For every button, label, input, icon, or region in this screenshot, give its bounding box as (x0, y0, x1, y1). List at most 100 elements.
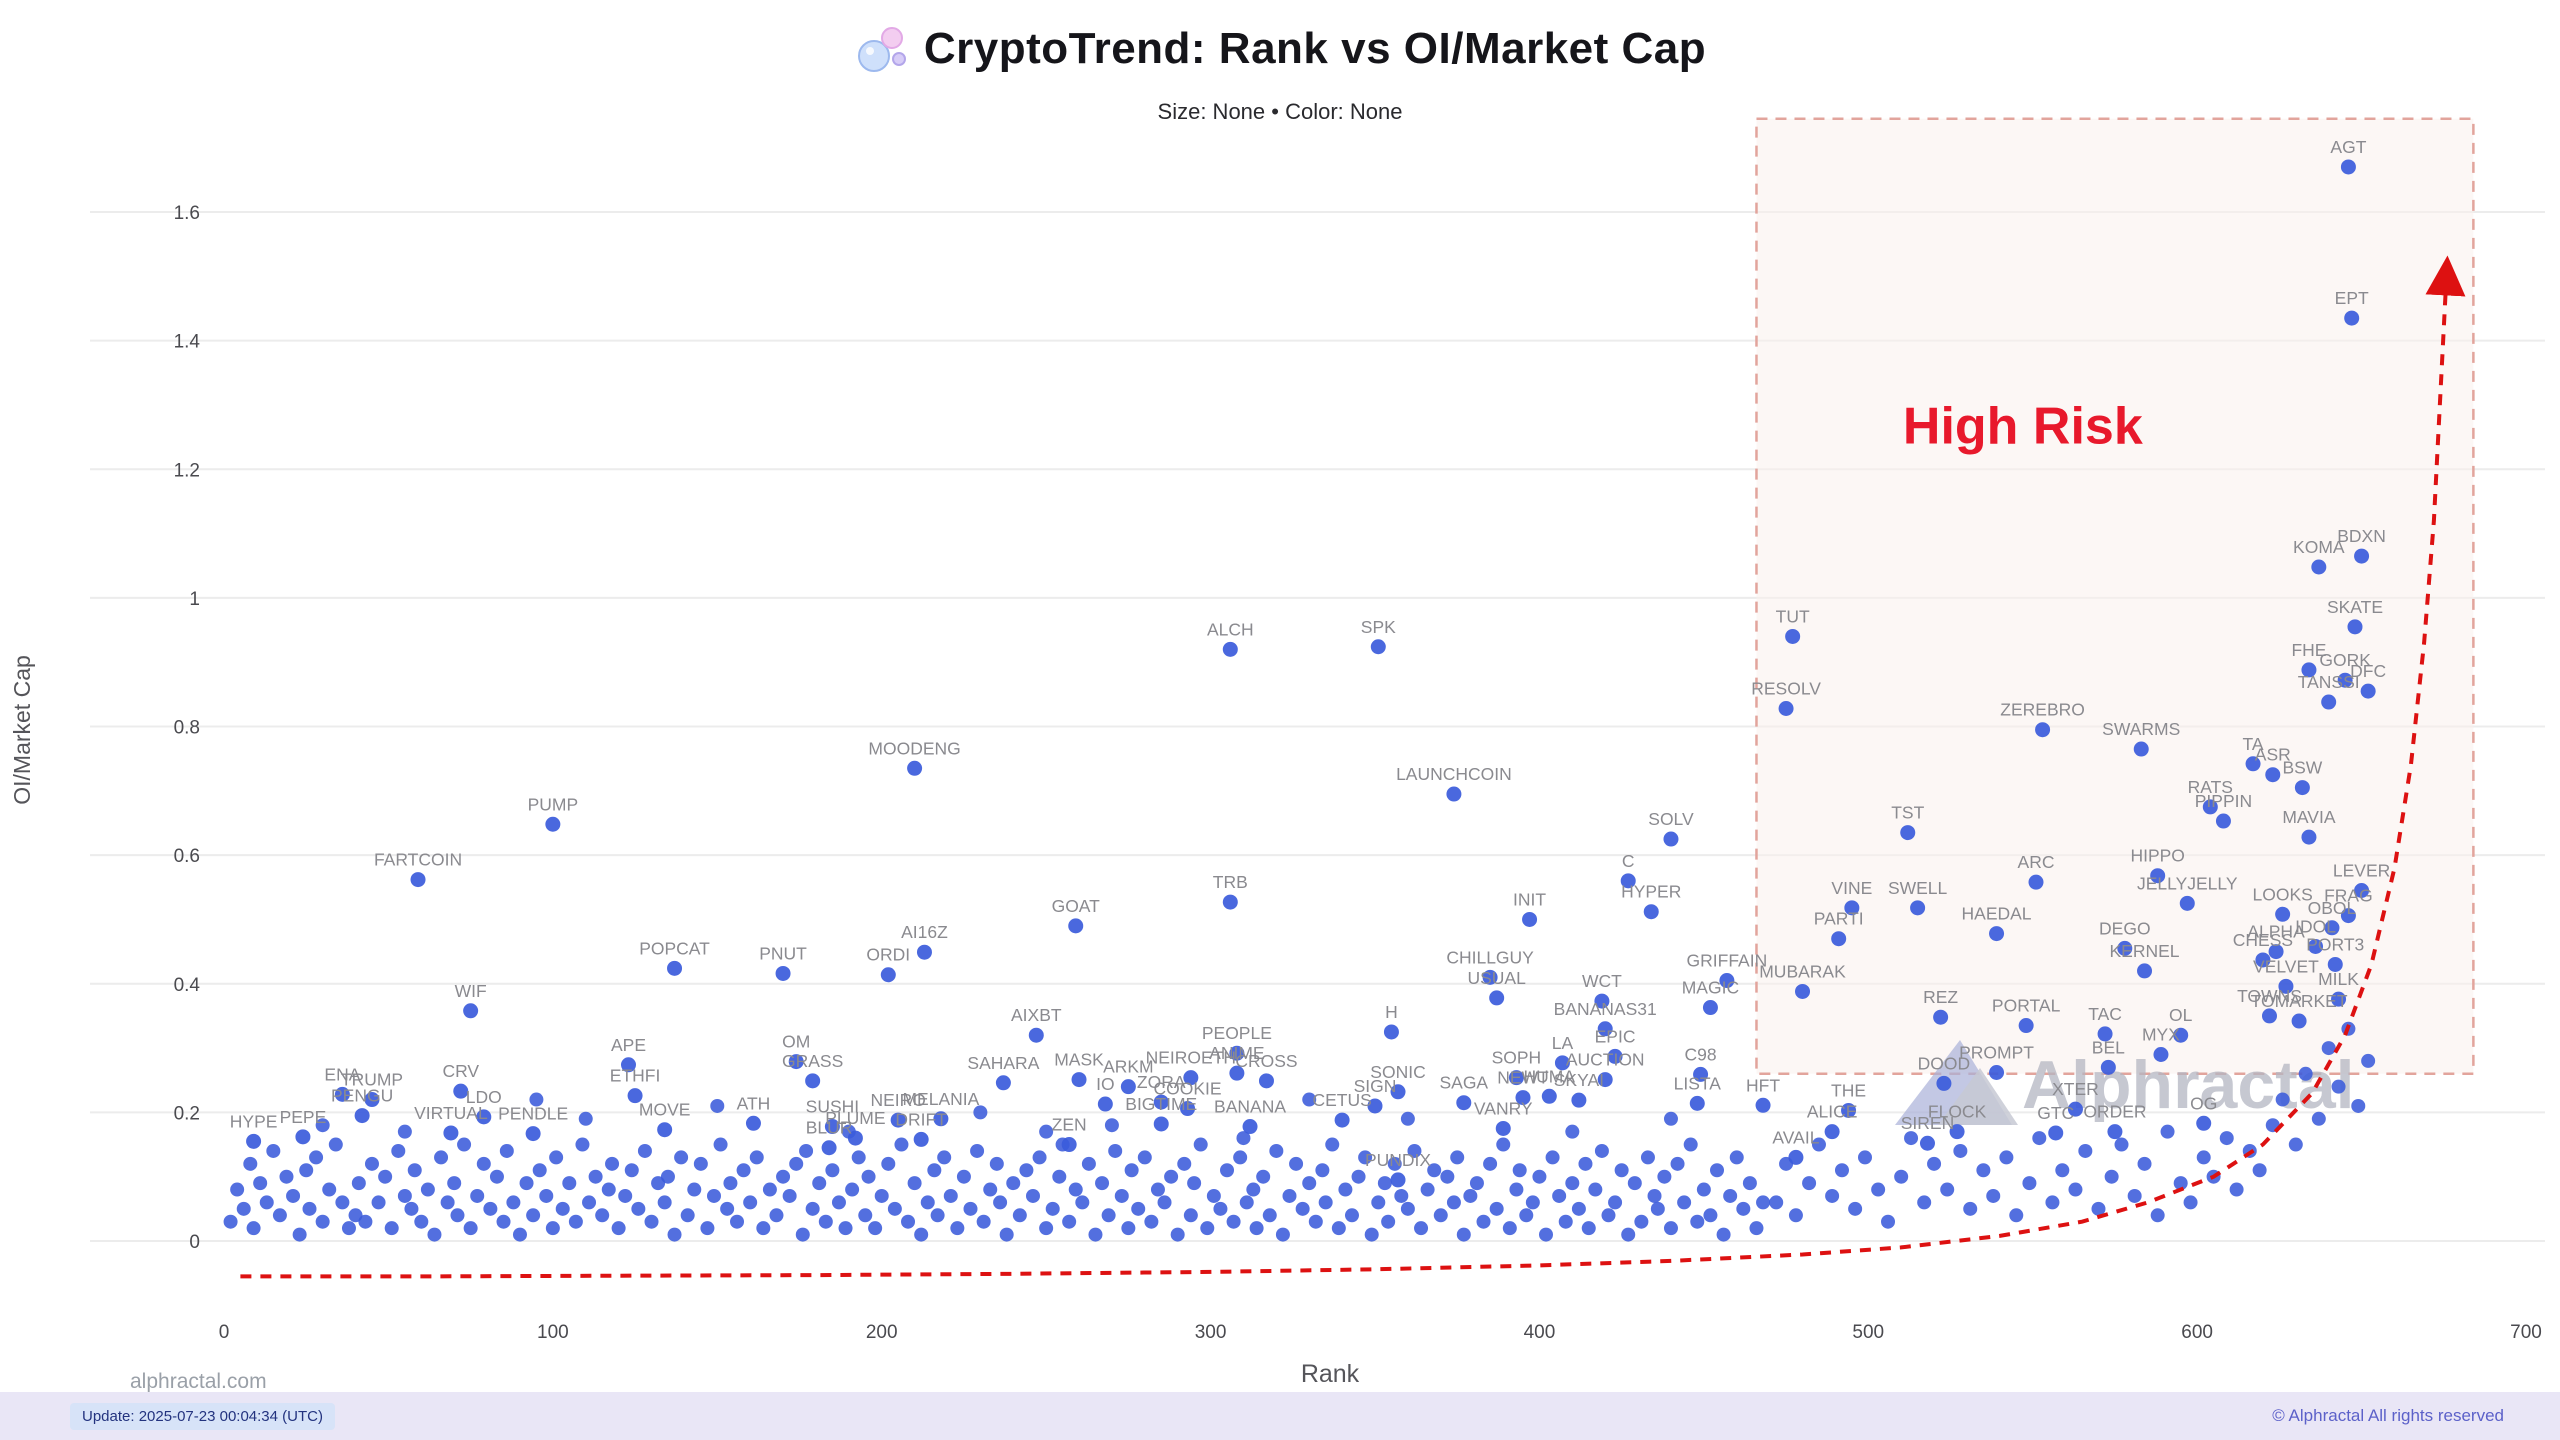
data-point (1496, 1137, 1511, 1152)
point-label: GTC (2037, 1103, 2074, 1123)
data-point (913, 1131, 929, 1147)
data-point (930, 1208, 945, 1223)
point-label: THE (1831, 1080, 1866, 1100)
point-label: PORTAL (1992, 996, 2061, 1016)
data-point (1769, 1195, 1784, 1210)
data-point (1788, 1208, 1803, 1223)
point-label: MAVIA (2282, 807, 2335, 827)
data-point (1371, 1195, 1386, 1210)
data-point (1440, 1169, 1455, 1184)
data-point (627, 1088, 643, 1104)
data-point (1325, 1137, 1340, 1152)
data-point (246, 1221, 261, 1236)
data-point (657, 1122, 673, 1138)
point-label: NEIROETH (1146, 1048, 1236, 1068)
y-tick-label: 0.4 (174, 975, 201, 996)
data-point (1483, 1156, 1498, 1171)
data-point (1640, 1150, 1655, 1165)
data-point (539, 1188, 554, 1203)
data-point (769, 1208, 784, 1223)
point-label: PENGU (331, 1086, 393, 1106)
data-point (1677, 1195, 1692, 1210)
data-point (529, 1092, 544, 1107)
data-point (1344, 1208, 1359, 1223)
point-label: ORDI (866, 945, 910, 965)
data-point (1302, 1176, 1317, 1191)
data-point (1597, 1021, 1613, 1037)
point-label: TRB (1213, 872, 1248, 892)
y-tick-label: 0 (189, 1232, 200, 1253)
point-label: CRV (442, 1061, 479, 1081)
data-point (2173, 1176, 2188, 1191)
data-point (1989, 926, 2005, 942)
point-label: LDO (466, 1087, 502, 1107)
data-point (667, 960, 683, 976)
point-label: KOMA (2293, 537, 2345, 557)
y-tick-label: 1 (189, 589, 200, 610)
data-point (1446, 1195, 1461, 1210)
data-point (1242, 1119, 1258, 1135)
data-point (246, 1133, 262, 1149)
point-label: PUNDIX (1365, 1150, 1431, 1170)
point-label: SWARMS (2102, 719, 2180, 739)
data-point (2067, 1101, 2083, 1117)
data-point (1989, 1065, 2005, 1081)
data-point (620, 1057, 636, 1073)
data-point (1650, 1201, 1665, 1216)
high-risk-label: High Risk (1903, 398, 2143, 456)
data-point (1249, 1221, 1264, 1236)
data-point (821, 1140, 837, 1156)
data-point (818, 1214, 833, 1229)
data-point (1716, 1227, 1731, 1242)
data-point (1657, 1169, 1672, 1184)
data-point (335, 1195, 350, 1210)
point-labels: AGTEPTBDXNKOMASKATETUTSPKALCHFHEGORKDFCT… (230, 137, 2390, 1170)
data-point (901, 1214, 916, 1229)
data-point (1104, 1118, 1119, 1133)
point-label: AIXBT (1011, 1005, 1062, 1025)
data-point (1157, 1195, 1172, 1210)
data-point (443, 1125, 459, 1141)
point-label: ARC (2018, 852, 2055, 872)
point-label: OG (2190, 1093, 2217, 1113)
data-point (1749, 1221, 1764, 1236)
data-point (243, 1156, 258, 1171)
data-point (2150, 1208, 2165, 1223)
data-point (496, 1214, 511, 1229)
data-point (1502, 1221, 1517, 1236)
data-point (2114, 1137, 2129, 1152)
point-label: WCT (1582, 971, 1622, 991)
data-point (789, 1156, 804, 1171)
data-point (1206, 1188, 1221, 1203)
data-point (762, 1182, 777, 1197)
data-point (2245, 756, 2261, 772)
data-point (1710, 1163, 1725, 1178)
data-point (1489, 990, 1505, 1006)
data-point (795, 1227, 810, 1242)
point-label: BSW (2282, 758, 2322, 778)
data-point (595, 1208, 610, 1223)
data-point (2196, 1150, 2211, 1165)
point-label: SOPH (1492, 1048, 1542, 1068)
data-point (989, 1156, 1004, 1171)
data-point (976, 1214, 991, 1229)
data-point (1594, 993, 1610, 1009)
data-point (657, 1195, 672, 1210)
point-label: PUMP (528, 794, 579, 814)
data-point (2327, 956, 2343, 972)
data-point (286, 1188, 301, 1203)
site-label: alphractal.com (130, 1370, 267, 1393)
data-point (1999, 1150, 2014, 1165)
data-point (1246, 1182, 1261, 1197)
data-point (562, 1176, 577, 1191)
data-point (1525, 1195, 1540, 1210)
data-point (1124, 1163, 1139, 1178)
data-point (364, 1156, 379, 1171)
data-point (414, 1214, 429, 1229)
data-point (880, 967, 896, 983)
data-point (1565, 1176, 1580, 1191)
data-point (858, 1208, 873, 1223)
data-point (2104, 1169, 2119, 1184)
data-point (2351, 1098, 2366, 1113)
point-label: MUBARAK (1759, 961, 1846, 981)
